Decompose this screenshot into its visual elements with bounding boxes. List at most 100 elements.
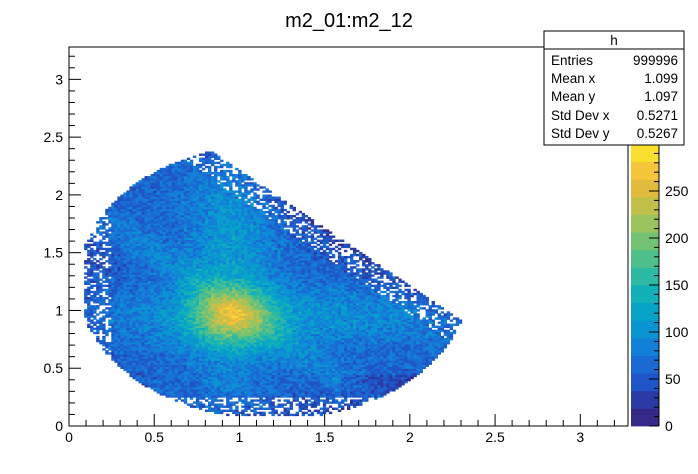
heatmap-bin	[153, 264, 157, 267]
heatmap-bin	[147, 233, 151, 236]
heatmap-bin	[201, 223, 206, 226]
heatmap-bin	[102, 298, 106, 302]
heatmap-bin	[120, 264, 124, 267]
heatmap-bin	[183, 288, 188, 292]
heatmap-bin	[159, 362, 164, 365]
heatmap-bin	[90, 255, 94, 259]
heatmap-bin	[156, 176, 160, 179]
heatmap-bin	[195, 190, 200, 193]
heatmap-bin	[108, 214, 112, 218]
heatmap-bin	[123, 331, 127, 335]
heatmap-bin	[183, 333, 188, 337]
heatmap-bin	[195, 380, 200, 384]
heatmap-bin	[232, 235, 236, 238]
heatmap-bin	[201, 389, 206, 392]
heatmap-bin	[153, 223, 157, 226]
heatmap-bin	[174, 339, 179, 343]
heatmap-bin	[198, 266, 203, 269]
heatmap-bin	[204, 354, 209, 357]
heatmap-bin	[226, 374, 230, 378]
heatmap-bin	[129, 374, 133, 378]
heatmap-bin	[162, 313, 167, 316]
heatmap-bin	[226, 182, 230, 185]
heatmap-bin	[207, 157, 212, 161]
heatmap-bin	[165, 186, 170, 189]
heatmap-bin	[207, 382, 212, 386]
heatmap-bin	[180, 225, 185, 228]
heatmap-bin	[129, 372, 133, 376]
heatmap-bin	[138, 307, 142, 310]
heatmap-bin	[165, 374, 170, 378]
heatmap-bin	[87, 243, 91, 247]
heatmap-bin	[93, 280, 97, 283]
heatmap-bin	[238, 286, 242, 290]
heatmap-bin	[150, 301, 154, 304]
heatmap-bin	[192, 350, 197, 353]
heatmap-bin	[211, 407, 215, 410]
heatmap-bin	[235, 317, 239, 320]
heatmap-bin	[165, 217, 170, 220]
heatmap-bin	[195, 243, 200, 247]
heatmap-bin	[135, 317, 139, 320]
heatmap-bin	[105, 344, 109, 347]
heatmap-bin	[102, 311, 106, 314]
heatmap-bin	[201, 368, 206, 372]
heatmap-bin	[87, 249, 91, 253]
heatmap-bin	[108, 290, 112, 294]
heatmap-bin	[217, 198, 221, 201]
heatmap-bin	[207, 249, 212, 253]
heatmap-bin	[195, 208, 200, 212]
heatmap-bin	[207, 274, 212, 277]
heatmap-bin	[114, 241, 118, 245]
heatmap-bin	[232, 290, 236, 294]
heatmap-bin	[150, 258, 154, 261]
heatmap-bin	[204, 325, 209, 329]
heatmap-bin	[198, 245, 203, 249]
heatmap-bin	[168, 196, 173, 199]
heatmap-bin	[171, 208, 176, 212]
heatmap-bin	[177, 253, 182, 257]
heatmap-bin	[168, 391, 173, 394]
heatmap-bin	[186, 184, 191, 187]
heatmap-bin	[183, 335, 188, 339]
heatmap-bin	[201, 319, 206, 322]
heatmap-bin	[207, 313, 212, 316]
heatmap-bin	[117, 311, 121, 314]
heatmap-bin	[114, 270, 118, 273]
heatmap-bin	[226, 282, 230, 285]
heatmap-bin	[198, 178, 203, 181]
heatmap-bin	[195, 342, 200, 345]
heatmap-bin	[223, 344, 227, 347]
heatmap-bin	[153, 374, 157, 378]
heatmap-bin	[141, 360, 145, 363]
heatmap-bin	[126, 311, 130, 314]
heatmap-bin	[207, 397, 212, 400]
heatmap-bin	[207, 360, 212, 363]
heatmap-bin	[165, 325, 170, 329]
heatmap-bin	[192, 260, 197, 263]
heatmap-bin	[150, 342, 154, 345]
heatmap-bin	[226, 194, 230, 197]
heatmap-bin	[195, 397, 200, 400]
heatmap-bin	[189, 231, 194, 234]
heatmap-bin	[211, 225, 215, 228]
heatmap-bin	[153, 219, 157, 222]
heatmap-bin	[192, 225, 197, 228]
heatmap-bin	[165, 307, 170, 310]
heatmap-bin	[120, 274, 124, 277]
heatmap-bin	[198, 315, 203, 318]
heatmap-bin	[207, 372, 212, 376]
heatmap-bin	[201, 292, 206, 296]
heatmap-bin	[165, 385, 170, 388]
heatmap-bin	[144, 239, 148, 242]
heatmap-bin	[229, 401, 233, 404]
heatmap-bin	[126, 258, 130, 261]
heatmap-bin	[165, 227, 170, 230]
heatmap-bin	[126, 280, 130, 283]
heatmap-bin	[214, 311, 218, 314]
heatmap-bin	[93, 294, 97, 298]
heatmap-bin	[198, 171, 203, 175]
heatmap-bin	[123, 276, 127, 279]
heatmap-bin	[204, 274, 209, 277]
heatmap-bin	[223, 290, 227, 294]
